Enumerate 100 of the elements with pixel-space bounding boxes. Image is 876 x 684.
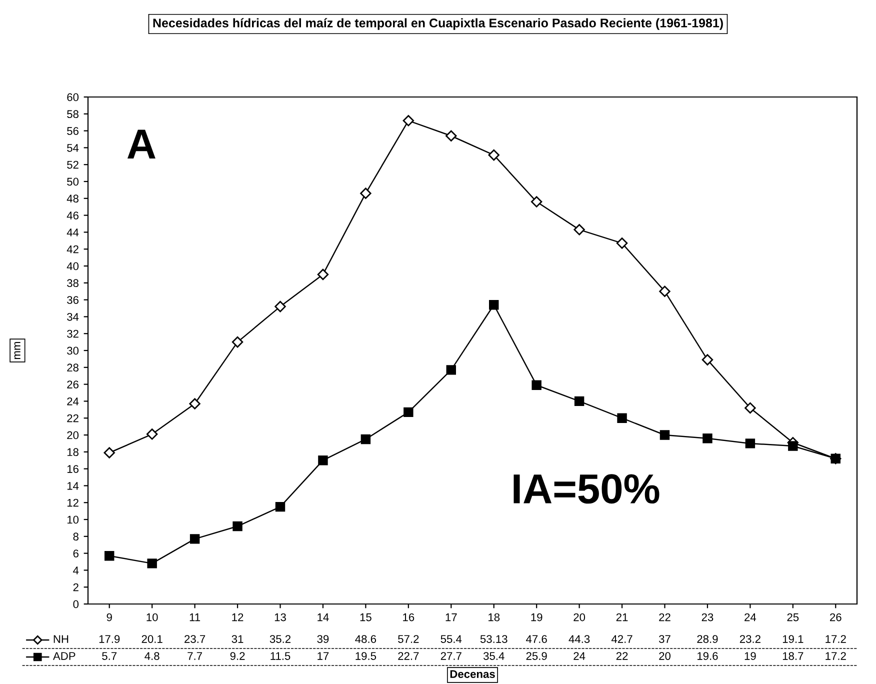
data-label: 18.7 bbox=[782, 652, 804, 660]
y-tick-label: 0 bbox=[73, 600, 79, 608]
point bbox=[660, 430, 670, 440]
point bbox=[745, 438, 756, 448]
data-label: 17.2 bbox=[826, 652, 846, 660]
point bbox=[744, 402, 756, 414]
x-tick-label: 21 bbox=[616, 613, 628, 622]
point bbox=[317, 268, 329, 280]
point bbox=[489, 300, 499, 310]
y-tick-label: 18 bbox=[67, 448, 78, 456]
point bbox=[318, 455, 328, 466]
data-label: 27.7 bbox=[440, 652, 462, 660]
point bbox=[574, 224, 585, 236]
x-tick-label: 17 bbox=[446, 613, 457, 622]
y-tick-label: 60 bbox=[67, 93, 79, 102]
y-tick-label: 50 bbox=[67, 178, 79, 186]
data-label: 19.1 bbox=[782, 635, 804, 643]
x-tick-label: 19 bbox=[531, 613, 542, 622]
point bbox=[659, 286, 670, 297]
data-label: 23.7 bbox=[184, 635, 206, 643]
y-tick-label: 4 bbox=[73, 566, 79, 574]
x-tick-label: 15 bbox=[360, 613, 372, 622]
point bbox=[530, 196, 542, 208]
y-tick-label: 12 bbox=[67, 498, 78, 507]
y-tick-label: 30 bbox=[67, 346, 79, 355]
data-label: 31 bbox=[232, 635, 244, 643]
point bbox=[274, 300, 286, 312]
data-label: 55.4 bbox=[440, 635, 462, 643]
data-label: 28.9 bbox=[697, 635, 718, 643]
point bbox=[232, 336, 244, 348]
data-label: 23.2 bbox=[740, 635, 760, 643]
data-label: 48.6 bbox=[355, 635, 376, 643]
y-tick-label: 40 bbox=[66, 262, 79, 270]
y-tick-label: 38 bbox=[67, 279, 78, 288]
data-label: 25.9 bbox=[526, 652, 547, 660]
x-axis-title: Decenas bbox=[450, 670, 495, 678]
y-tick-label: 46 bbox=[66, 212, 78, 220]
data-label: 5.7 bbox=[102, 652, 117, 660]
data-label: 47.6 bbox=[526, 635, 547, 643]
y-tick-label: 58 bbox=[67, 110, 78, 118]
y-tick-label: 56 bbox=[67, 127, 78, 135]
data-label: 22.7 bbox=[398, 652, 419, 660]
data-label: 39 bbox=[317, 635, 329, 643]
y-tick-label: 16 bbox=[67, 465, 78, 473]
y-tick-label: 24 bbox=[67, 397, 79, 406]
point bbox=[190, 534, 200, 544]
y-tick-label: 48 bbox=[66, 194, 78, 203]
data-label: 19.5 bbox=[356, 652, 376, 660]
y-tick-label: 6 bbox=[73, 550, 78, 558]
data-label: 24 bbox=[574, 652, 586, 660]
y-tick-label: 54 bbox=[67, 144, 79, 152]
point bbox=[532, 380, 542, 390]
legend-label: NH bbox=[54, 635, 68, 643]
data-label: 9.2 bbox=[230, 652, 245, 660]
x-tick-label: 16 bbox=[403, 613, 414, 622]
point bbox=[189, 398, 200, 410]
data-label: 20.1 bbox=[142, 635, 162, 643]
y-tick-label: 26 bbox=[67, 380, 78, 388]
legend-label: ADP bbox=[52, 652, 76, 660]
point bbox=[616, 238, 628, 249]
x-tick-label: 23 bbox=[702, 613, 714, 622]
data-label: 35.4 bbox=[483, 652, 504, 660]
point bbox=[104, 550, 114, 561]
point bbox=[360, 434, 371, 444]
y-tick-label: 34 bbox=[67, 312, 79, 321]
x-tick-label: 24 bbox=[744, 613, 756, 622]
data-label: 22 bbox=[616, 652, 628, 660]
data-label: 17 bbox=[318, 652, 329, 660]
y-tick-label: 2 bbox=[73, 583, 78, 592]
annotation: A bbox=[127, 130, 156, 158]
x-tick-label: 10 bbox=[146, 613, 158, 622]
point bbox=[446, 365, 456, 375]
point bbox=[275, 502, 286, 512]
y-tick-label: 10 bbox=[67, 516, 79, 524]
x-tick-label: 13 bbox=[274, 613, 286, 622]
point bbox=[146, 428, 158, 440]
data-label: 20 bbox=[659, 652, 670, 660]
y-tick-label: 44 bbox=[66, 228, 79, 236]
point bbox=[404, 407, 414, 418]
point bbox=[104, 447, 115, 458]
annotation: IA=50% bbox=[514, 474, 660, 504]
point bbox=[360, 188, 372, 199]
data-label: 42.7 bbox=[611, 635, 632, 643]
point bbox=[402, 115, 414, 126]
x-tick-label: 9 bbox=[106, 613, 112, 622]
y-tick-label: 28 bbox=[67, 364, 78, 372]
point bbox=[788, 441, 798, 451]
data-label: 17.2 bbox=[826, 635, 846, 643]
x-tick-label: 18 bbox=[488, 613, 500, 622]
data-label: 19.6 bbox=[698, 652, 718, 660]
y-tick-label: 52 bbox=[67, 160, 78, 169]
y-tick-label: 36 bbox=[67, 296, 78, 304]
x-tick-label: 14 bbox=[318, 613, 329, 622]
x-tick-label: 26 bbox=[830, 613, 842, 622]
x-tick-label: 22 bbox=[659, 613, 670, 622]
x-tick-label: 25 bbox=[787, 613, 799, 622]
point bbox=[232, 521, 242, 532]
data-label: 11.5 bbox=[270, 652, 290, 660]
point bbox=[702, 434, 712, 444]
x-tick-label: 11 bbox=[190, 613, 200, 622]
